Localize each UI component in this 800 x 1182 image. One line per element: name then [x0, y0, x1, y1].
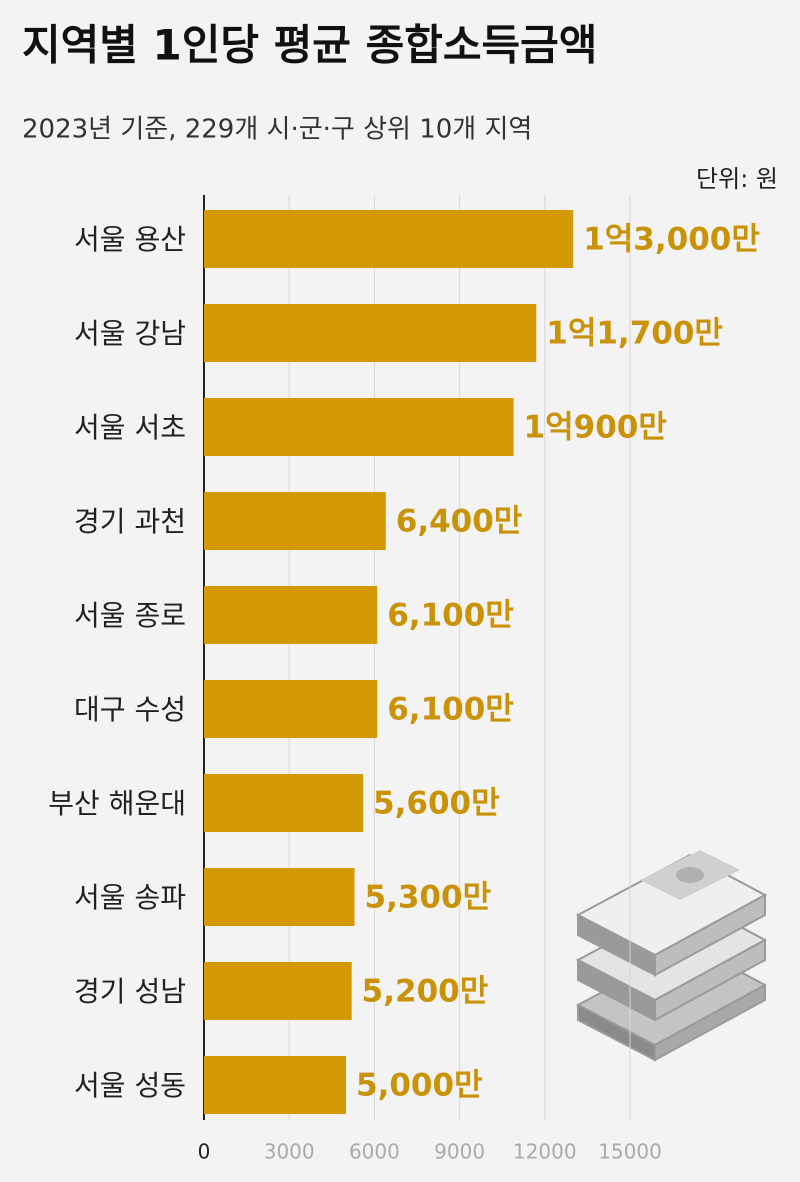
bar: [204, 1056, 346, 1114]
y-tick-label: 서울 종로: [74, 599, 186, 632]
y-tick-label: 서울 서초: [74, 411, 186, 444]
bar: [204, 398, 514, 456]
x-tick-label: 0: [198, 1140, 211, 1164]
bar: [204, 492, 386, 550]
value-label: 1억3,000만: [583, 222, 760, 258]
value-label: 6,400만: [396, 504, 523, 540]
chart-subtitle: 2023년 기준, 229개 시·군·구 상위 10개 지역: [22, 115, 532, 145]
value-label: 5,300만: [365, 880, 492, 916]
y-tick-label: 서울 강남: [74, 317, 186, 350]
money-icon: [575, 850, 768, 1062]
y-tick-label: 서울 송파: [74, 881, 186, 914]
bar: [204, 586, 378, 644]
bar: [204, 962, 352, 1020]
x-tick-label: 15000: [598, 1140, 662, 1164]
value-label: 5,200만: [362, 974, 489, 1010]
x-tick-label: 6000: [349, 1140, 400, 1164]
y-tick-label: 부산 해운대: [48, 787, 186, 820]
x-tick-label: 3000: [264, 1140, 315, 1164]
y-tick-label: 경기 성남: [74, 975, 186, 1008]
value-label: 1억1,700만: [546, 316, 723, 352]
chart-title: 지역별 1인당 평균 종합소득금액: [22, 21, 597, 70]
x-tick-label: 12000: [513, 1140, 577, 1164]
y-tick-label: 서울 용산: [74, 223, 186, 256]
value-label: 6,100만: [387, 598, 514, 634]
bar: [204, 868, 355, 926]
value-label: 1억900만: [524, 410, 667, 446]
y-tick-label: 서울 성동: [74, 1069, 186, 1102]
y-tick-label: 대구 수성: [74, 693, 186, 726]
bar: [204, 304, 537, 362]
y-tick-label: 경기 과천: [74, 505, 186, 538]
x-tick-label: 9000: [434, 1140, 485, 1164]
bar: [204, 210, 574, 268]
value-label: 6,100만: [387, 692, 514, 728]
unit-label: 단위: 원: [696, 165, 778, 193]
value-label: 5,600만: [373, 786, 500, 822]
bar: [204, 774, 364, 832]
value-label: 5,000만: [356, 1068, 483, 1104]
bar: [204, 680, 378, 738]
